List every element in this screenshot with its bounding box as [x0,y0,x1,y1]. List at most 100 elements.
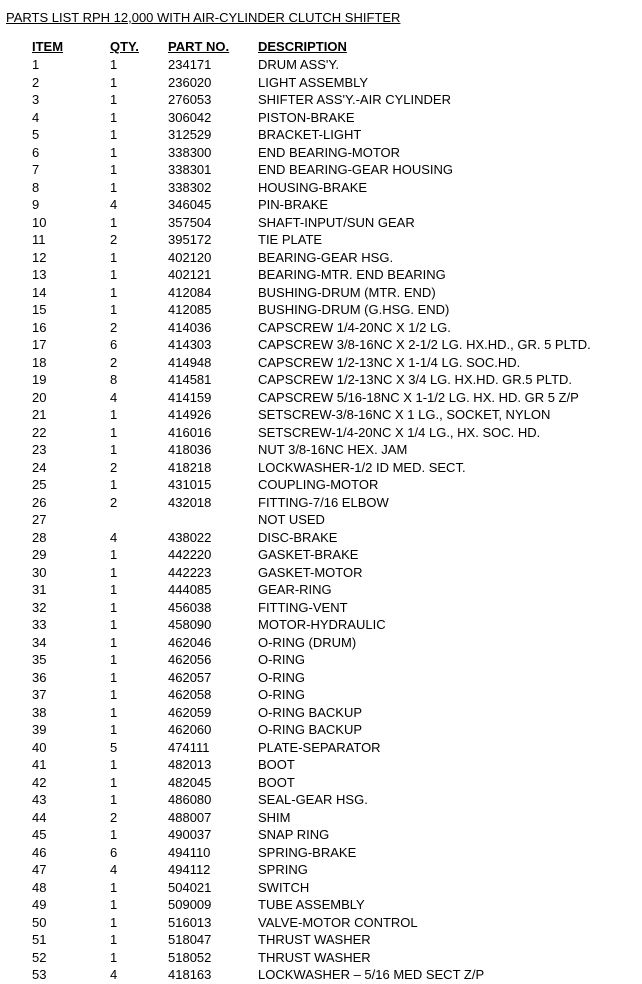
cell-desc: NUT 3/8-16NC HEX. JAM [258,441,591,459]
cell-item: 22 [6,424,110,442]
cell-qty: 2 [110,319,168,337]
table-row: 262432018FITTING-7/16 ELBOW [6,494,591,512]
cell-part: 338302 [168,179,258,197]
cell-qty: 6 [110,336,168,354]
cell-qty: 1 [110,56,168,74]
cell-desc: SETSCREW-3/8-16NC X 1 LG., SOCKET, NYLON [258,406,591,424]
table-row: 101357504SHAFT-INPUT/SUN GEAR [6,214,591,232]
table-row: 251431015COUPLING-MOTOR [6,476,591,494]
cell-part: 395172 [168,231,258,249]
cell-item: 25 [6,476,110,494]
cell-desc: GASKET-MOTOR [258,564,591,582]
cell-desc: SETSCREW-1/4-20NC X 1/4 LG., HX. SOC. HD… [258,424,591,442]
cell-item: 23 [6,441,110,459]
table-row: 331458090MOTOR-HYDRAULIC [6,616,591,634]
table-row: 198414581CAPSCREW 1/2-13NC X 3/4 LG. HX.… [6,371,591,389]
table-row: 51312529BRACKET-LIGHT [6,126,591,144]
cell-item: 33 [6,616,110,634]
cell-qty: 1 [110,931,168,949]
table-header-row: ITEM QTY. PART NO. DESCRIPTION [6,39,591,56]
cell-item: 16 [6,319,110,337]
cell-item: 43 [6,791,110,809]
cell-part: 338301 [168,161,258,179]
cell-item: 6 [6,144,110,162]
cell-qty: 1 [110,949,168,967]
cell-qty: 1 [110,109,168,127]
table-row: 466494110SPRING-BRAKE [6,844,591,862]
header-qty: QTY. [110,39,168,56]
cell-desc: BEARING-MTR. END BEARING [258,266,591,284]
cell-desc: THRUST WASHER [258,931,591,949]
table-row: 421482045BOOT [6,774,591,792]
cell-item: 3 [6,91,110,109]
cell-item: 13 [6,266,110,284]
table-row: 361462057O-RING [6,669,591,687]
table-row: 242418218LOCKWASHER-1/2 ID MED. SECT. [6,459,591,477]
header-item: ITEM [6,39,110,56]
cell-item: 49 [6,896,110,914]
cell-qty: 6 [110,844,168,862]
cell-desc: SHIM [258,809,591,827]
cell-part: 234171 [168,56,258,74]
cell-qty: 4 [110,861,168,879]
cell-item: 40 [6,739,110,757]
table-row: 21236020LIGHT ASSEMBLY [6,74,591,92]
cell-part: 414948 [168,354,258,372]
cell-qty: 1 [110,826,168,844]
cell-desc: TIE PLATE [258,231,591,249]
cell-desc: LOCKWASHER-1/2 ID MED. SECT. [258,459,591,477]
cell-item: 2 [6,74,110,92]
parts-table: ITEM QTY. PART NO. DESCRIPTION 11234171D… [6,39,591,984]
table-row: 351462056O-RING [6,651,591,669]
cell-part: 412085 [168,301,258,319]
cell-part: 236020 [168,74,258,92]
cell-qty: 1 [110,74,168,92]
cell-qty: 1 [110,896,168,914]
cell-part: 346045 [168,196,258,214]
table-row: 321456038FITTING-VENT [6,599,591,617]
table-row: 534418163LOCKWASHER – 5/16 MED SECT Z/P [6,966,591,984]
cell-desc: LOCKWASHER – 5/16 MED SECT Z/P [258,966,591,984]
cell-qty: 1 [110,406,168,424]
cell-qty: 1 [110,686,168,704]
cell-item: 27 [6,511,110,529]
table-row: 231418036NUT 3/8-16NC HEX. JAM [6,441,591,459]
cell-item: 21 [6,406,110,424]
cell-item: 7 [6,161,110,179]
cell-item: 19 [6,371,110,389]
cell-qty: 1 [110,546,168,564]
cell-part: 462060 [168,721,258,739]
cell-qty: 2 [110,354,168,372]
cell-desc: SEAL-GEAR HSG. [258,791,591,809]
cell-part: 414581 [168,371,258,389]
cell-item: 26 [6,494,110,512]
cell-qty: 1 [110,616,168,634]
table-row: 204414159CAPSCREW 5/16-18NC X 1-1/2 LG. … [6,389,591,407]
cell-part: 276053 [168,91,258,109]
table-row: 131402121BEARING-MTR. END BEARING [6,266,591,284]
table-row: 211414926SETSCREW-3/8-16NC X 1 LG., SOCK… [6,406,591,424]
cell-desc: DRUM ASS'Y. [258,56,591,74]
cell-qty: 1 [110,634,168,652]
cell-qty: 1 [110,91,168,109]
cell-item: 1 [6,56,110,74]
cell-desc: O-RING BACKUP [258,704,591,722]
cell-qty: 1 [110,441,168,459]
table-row: 442488007SHIM [6,809,591,827]
cell-part: 416016 [168,424,258,442]
cell-part: 486080 [168,791,258,809]
cell-desc: SNAP RING [258,826,591,844]
cell-desc: SHIFTER ASS'Y.-AIR CYLINDER [258,91,591,109]
table-row: 521518052THRUST WASHER [6,949,591,967]
table-row: 391462060O-RING BACKUP [6,721,591,739]
cell-part: 414926 [168,406,258,424]
cell-desc: DISC-BRAKE [258,529,591,547]
table-row: 41306042PISTON-BRAKE [6,109,591,127]
cell-part: 432018 [168,494,258,512]
table-row: 511518047THRUST WASHER [6,931,591,949]
cell-part: 462057 [168,669,258,687]
cell-qty: 2 [110,809,168,827]
cell-part: 490037 [168,826,258,844]
cell-qty: 1 [110,581,168,599]
cell-desc: O-RING (DRUM) [258,634,591,652]
